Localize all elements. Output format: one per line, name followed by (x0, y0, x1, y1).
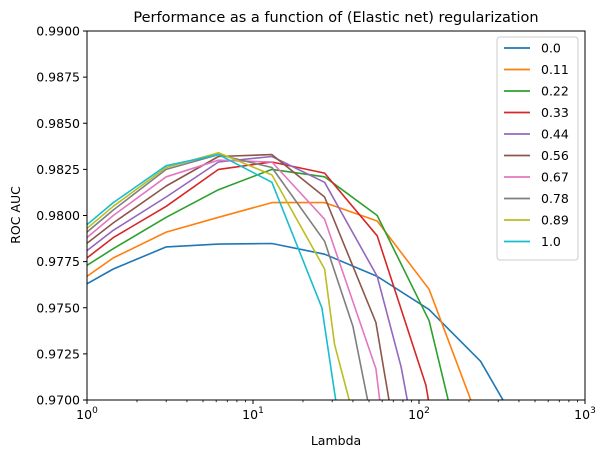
legend-label: 0.22 (541, 84, 569, 99)
series-line-0.89 (87, 152, 350, 400)
series-lines (87, 152, 504, 400)
legend-label: 0.33 (541, 105, 569, 120)
legend-label: 0.56 (541, 148, 569, 163)
y-tick-label: 0.9900 (36, 24, 80, 39)
x-tick-label: 102 (408, 406, 430, 422)
y-axis-ticks: 0.9700 0.9725 0.9750 0.9775 0.9800 0.9825 0.98… (36, 24, 87, 408)
x-tick-label: 103 (574, 406, 596, 422)
y-tick-label: 0.9800 (36, 208, 80, 223)
legend-label: 0.89 (541, 213, 569, 228)
plot-area: 0.9700 0.9725 0.9750 0.9775 0.9800 0.9825 0.98… (36, 24, 596, 423)
x-axis-label: Lambda (311, 433, 361, 448)
y-tick-label: 0.9700 (36, 393, 80, 408)
x-tick-label: 101 (242, 406, 264, 422)
legend-label: 0.78 (541, 191, 569, 206)
y-tick-label: 0.9725 (36, 346, 80, 361)
legend-label: 0.67 (541, 170, 569, 185)
y-tick-label: 0.9775 (36, 254, 80, 269)
x-tick-label: 100 (76, 406, 98, 422)
series-line-0.22 (87, 168, 449, 400)
y-axis-label: ROC AUC (8, 186, 23, 244)
series-line-0.11 (87, 201, 472, 400)
series-line-0.78 (87, 153, 369, 400)
legend-label: 0.11 (541, 62, 569, 77)
y-tick-label: 0.9825 (36, 162, 80, 177)
series-line-0.56 (87, 153, 390, 400)
y-tick-label: 0.9750 (36, 300, 80, 315)
series-line-0.44 (87, 155, 409, 400)
x-axis-ticks: 100 101 102 103 (76, 400, 596, 422)
series-line-1.0 (87, 153, 337, 400)
legend-label: 0.44 (541, 127, 569, 142)
y-tick-label: 0.9875 (36, 70, 80, 85)
y-tick-label: 0.9850 (36, 116, 80, 131)
legend-box (496, 36, 579, 261)
chart-title: Performance as a function of (Elastic ne… (133, 10, 538, 26)
legend: 0.0 0.11 0.22 0.33 0.44 0.56 0.67 0.78 0.89 1.0 (496, 36, 579, 261)
legend-label: 0.0 (541, 41, 561, 56)
legend-label: 1.0 (541, 234, 561, 249)
